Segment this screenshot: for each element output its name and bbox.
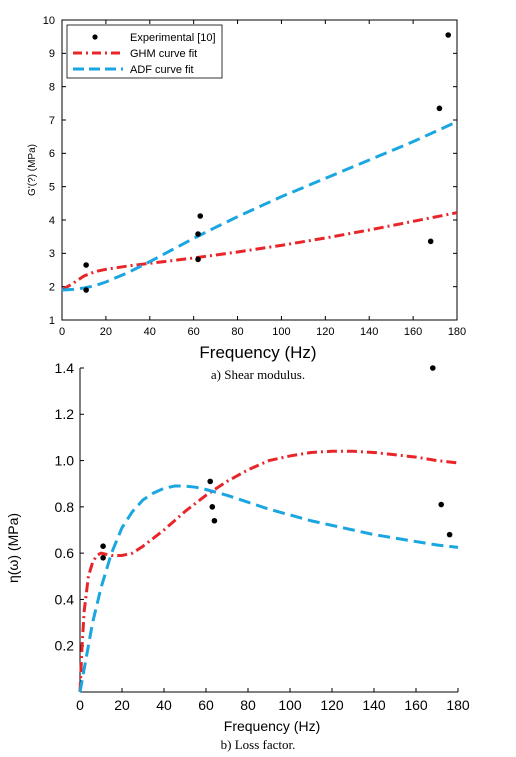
y-tick-label: 6 bbox=[49, 148, 55, 160]
loss-factor-chart: 0 20 40 60 80 100 120 140 160 180 0.2 0.4 0.6 0.8 1.0 1… bbox=[5, 360, 470, 752]
x-axis-label-b: Frequency (Hz) bbox=[224, 718, 320, 734]
y-tick-label: 1.4 bbox=[55, 360, 75, 376]
y-axis-label-a: G'(?) (MPa) bbox=[27, 144, 38, 196]
legend-label-adf: ADF curve fit bbox=[130, 64, 194, 76]
data-point-experimental bbox=[207, 478, 213, 485]
x-tick-label: 160 bbox=[404, 326, 422, 338]
x-tick-label: 60 bbox=[188, 326, 200, 338]
y-tick-label: 2 bbox=[49, 282, 55, 294]
data-point-experimental bbox=[100, 554, 106, 561]
x-tick-label: 180 bbox=[448, 326, 466, 338]
series-line-adf bbox=[61, 120, 458, 292]
series-line-adf bbox=[78, 484, 459, 693]
data-point-experimental bbox=[195, 231, 201, 237]
x-tick-label: 140 bbox=[360, 326, 378, 338]
y-tick-label: 0.4 bbox=[55, 591, 75, 607]
x-tick-label: 120 bbox=[316, 326, 334, 338]
x-tick-label: 180 bbox=[446, 697, 470, 713]
data-point-experimental bbox=[446, 531, 453, 538]
x-tick-label: 140 bbox=[362, 697, 386, 713]
y-axis-label-b: η(ω) (MPa) bbox=[5, 513, 21, 583]
x-tick-label: 160 bbox=[404, 697, 428, 713]
data-point-experimental bbox=[83, 262, 89, 268]
data-point-experimental bbox=[195, 256, 201, 263]
y-tick-label: 0.8 bbox=[55, 499, 75, 515]
caption-a: a) Shear modulus. bbox=[211, 367, 305, 382]
data-point-experimental bbox=[209, 504, 216, 510]
data-point-experimental bbox=[100, 543, 106, 549]
legend: Experimental [10] GHM curve fit ADF curv… bbox=[66, 24, 223, 79]
data-point-experimental bbox=[211, 517, 218, 524]
x-tick-label: 40 bbox=[156, 697, 172, 713]
data-point-experimental bbox=[197, 213, 204, 219]
x-tick-label: 120 bbox=[320, 697, 344, 713]
legend-label-ghm: GHM curve fit bbox=[130, 48, 197, 60]
y-tick-label: 8 bbox=[49, 82, 55, 94]
y-tick-label: 9 bbox=[49, 48, 55, 60]
legend-label-experimental: Experimental [10] bbox=[130, 32, 216, 44]
data-point-experimental bbox=[427, 238, 434, 245]
x-tick-label: 60 bbox=[198, 697, 214, 713]
data-point-experimental bbox=[83, 287, 89, 293]
data-point-experimental bbox=[430, 365, 436, 371]
y-tick-label: 4 bbox=[49, 215, 55, 227]
series-line-ghm bbox=[78, 449, 459, 693]
y-tick-label: 1.2 bbox=[55, 406, 75, 422]
y-tick-label: 10 bbox=[43, 15, 55, 27]
y-tick-label: 3 bbox=[49, 248, 55, 260]
y-tick-label: 1.0 bbox=[55, 452, 75, 468]
y-tick-label: 7 bbox=[49, 115, 55, 127]
data-point-experimental bbox=[445, 32, 452, 38]
x-tick-label: 80 bbox=[231, 326, 243, 338]
x-axis-label-a: Frequency (Hz) bbox=[199, 343, 316, 362]
y-tick-label: 1 bbox=[49, 315, 55, 327]
y-tick-label: 0.6 bbox=[55, 545, 75, 561]
x-tick-label: 100 bbox=[272, 326, 290, 338]
x-tick-label: 0 bbox=[59, 326, 65, 338]
x-tick-label: 100 bbox=[278, 697, 302, 713]
x-tick-label: 0 bbox=[76, 697, 84, 713]
series-line-ghm bbox=[61, 211, 458, 292]
caption-b: b) Loss factor. bbox=[221, 737, 296, 752]
y-tick-label: 0.2 bbox=[55, 638, 75, 654]
data-point-experimental bbox=[436, 105, 443, 112]
x-tick-label: 80 bbox=[240, 697, 256, 713]
shear-modulus-chart: 0 20 40 60 80 100 120 140 160 180 1 2 3 4 5 6 7 8 9 10 Expe… bbox=[27, 15, 466, 382]
y-tick-label: 5 bbox=[49, 182, 55, 194]
data-point-experimental bbox=[438, 501, 445, 508]
x-tick-label: 20 bbox=[100, 326, 112, 338]
x-tick-label: 20 bbox=[114, 697, 130, 713]
x-tick-label: 40 bbox=[144, 326, 156, 338]
legend-marker-experimental bbox=[92, 34, 98, 40]
